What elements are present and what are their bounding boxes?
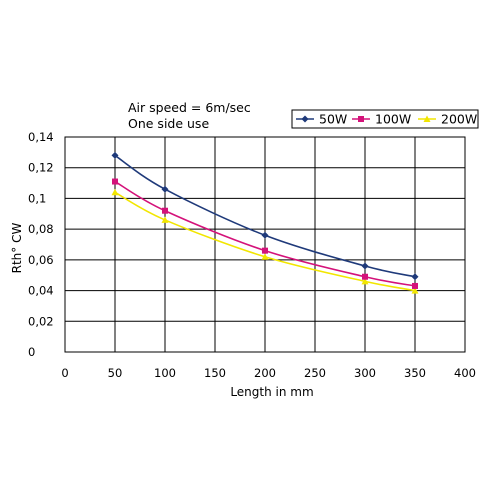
series-layer xyxy=(111,151,419,294)
y-tick-label: 0,04 xyxy=(28,284,54,298)
x-tick-label: 300 xyxy=(354,366,376,380)
data-point-100w xyxy=(112,178,118,185)
x-tick-label: 250 xyxy=(304,366,326,380)
x-tick-label: 150 xyxy=(204,366,226,380)
data-point-50w xyxy=(361,262,369,270)
legend-label-200w: 200W xyxy=(441,112,477,127)
y-tick-label: 0,14 xyxy=(28,130,54,144)
y-axis-label: Rth° CW xyxy=(10,223,24,274)
annotation-one-side-use: One side use xyxy=(128,116,209,131)
data-point-100w xyxy=(262,247,268,254)
legend-label-50w: 50W xyxy=(319,112,347,127)
series-50w xyxy=(111,151,419,281)
legend-box xyxy=(291,109,479,129)
y-tick-label: 0,06 xyxy=(28,253,54,267)
data-point-50w xyxy=(111,151,119,159)
x-tick-labels: 0 50 100 150 200 250 300 350 400 xyxy=(61,366,476,380)
y-tick-label: 0,1 xyxy=(28,191,46,205)
data-point-50w xyxy=(161,185,169,193)
data-point-100w xyxy=(362,273,368,280)
data-point-200w xyxy=(161,216,169,223)
data-point-50w xyxy=(261,231,269,239)
y-tick-labels: 0 0,02 0,04 0,06 0,08 0,1 0,12 0,14 xyxy=(28,130,54,359)
y-tick-label: 0,08 xyxy=(28,222,54,236)
legend-marker-50w xyxy=(301,115,309,123)
legend-marker-100w xyxy=(358,116,364,122)
legend: 50W 100W 200W xyxy=(291,109,479,129)
data-point-50w xyxy=(411,273,419,281)
x-tick-label: 350 xyxy=(404,366,426,380)
data-point-200w xyxy=(411,287,419,294)
data-point-100w xyxy=(162,207,168,214)
x-tick-label: 100 xyxy=(154,366,176,380)
data-point-100w xyxy=(412,282,418,289)
series-200w xyxy=(111,188,419,294)
legend-marker-200w xyxy=(423,115,431,122)
x-tick-label: 200 xyxy=(254,366,276,380)
y-tick-label: 0 xyxy=(28,345,35,359)
data-point-200w xyxy=(261,253,269,260)
x-tick-label: 400 xyxy=(454,366,476,380)
y-tick-label: 0,02 xyxy=(28,314,54,328)
annotation-air-speed: Air speed = 6m/sec xyxy=(128,100,251,115)
series-100w xyxy=(112,178,418,289)
data-point-200w xyxy=(361,277,369,285)
legend-label-100w: 100W xyxy=(375,112,411,127)
x-axis-label: Length in mm xyxy=(230,385,313,399)
x-tick-label: 50 xyxy=(108,366,123,380)
data-point-200w xyxy=(111,188,119,196)
x-tick-label: 0 xyxy=(61,366,68,380)
y-tick-label: 0,12 xyxy=(28,161,54,175)
